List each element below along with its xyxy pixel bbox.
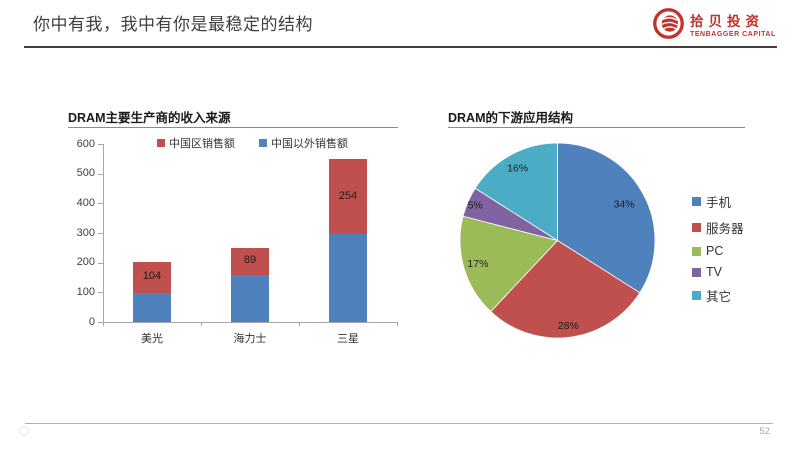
- pie-data-label: 16%: [507, 162, 528, 174]
- bar-segment-cn: [133, 261, 171, 293]
- y-axis-tick-label: 400: [76, 196, 95, 209]
- legend-label: 其它: [706, 290, 732, 304]
- page-title: 你中有我，我中有你是最稳定的结构: [33, 15, 313, 34]
- pie-data-label: 28%: [558, 320, 579, 332]
- bar-chart-title-rule: [68, 127, 398, 128]
- y-axis-tick: [98, 173, 103, 175]
- logo-name-cn: 拾贝投资: [690, 14, 764, 30]
- bar-segment-noncn: [231, 274, 269, 322]
- legend-label: 手机: [706, 196, 732, 210]
- y-axis-line: [103, 144, 104, 323]
- pie-legend-item: 其它: [692, 286, 744, 305]
- y-axis-tick-label: 500: [76, 167, 95, 180]
- y-axis-tick: [98, 233, 103, 234]
- legend-swatch: [692, 223, 701, 232]
- x-axis-tick: [299, 322, 300, 326]
- y-axis-tick: [98, 203, 103, 205]
- legend-swatch: [259, 139, 267, 147]
- pie-chart: 34% 28% 17% 5% 16%: [459, 142, 656, 339]
- legend-swatch: [692, 197, 701, 206]
- y-axis-tick-label: 600: [76, 137, 95, 150]
- bar-data-label: 89: [243, 254, 257, 267]
- y-axis-tick: [98, 292, 103, 294]
- pie-data-label: 17%: [467, 258, 488, 270]
- y-axis-tick: [98, 262, 103, 264]
- pie-data-label: 34%: [614, 198, 635, 210]
- pie-chart-title: DRAM的下游应用结构: [448, 111, 573, 125]
- x-axis-tick: [201, 322, 202, 326]
- x-axis-line: [103, 322, 398, 323]
- legend-label: 中国以外销售额: [271, 138, 348, 150]
- company-logo: 拾贝投资 TENBAGGER CAPITAL: [652, 7, 776, 45]
- pie-chart-legend: 手机服务器 PC TV 其它: [692, 192, 744, 312]
- bar-legend-item: 中国区销售额: [157, 135, 235, 151]
- header-divider-line: [24, 46, 777, 48]
- x-axis-category-label: 三星: [337, 333, 359, 345]
- tenbagger-logo-icon: [652, 7, 685, 45]
- watermark-ghost-icon: [18, 424, 30, 442]
- pie-legend-item: 服务器: [692, 218, 744, 237]
- legend-swatch: [157, 139, 165, 147]
- x-axis-category-label: 美光: [141, 333, 163, 345]
- pie-chart-title-rule: [448, 127, 745, 128]
- x-axis-tick: [103, 322, 104, 326]
- pie-slice-server: [490, 239, 641, 339]
- bar-segment-cn: [329, 158, 367, 235]
- pie-legend-item: PC: [692, 244, 744, 258]
- legend-swatch: [692, 246, 701, 256]
- bar-legend-item: 中国以外销售额: [259, 135, 348, 151]
- legend-label: TV: [706, 265, 722, 279]
- bar-segment-noncn: [133, 292, 171, 322]
- x-axis-tick: [397, 322, 398, 326]
- bar-data-label: 104: [142, 270, 162, 283]
- y-axis-tick-label: 300: [76, 226, 95, 239]
- bar-chart-title: DRAM主要生产商的收入来源: [68, 111, 231, 125]
- legend-swatch: [692, 291, 701, 300]
- legend-label: 服务器: [706, 222, 744, 236]
- bar-segment-cn: [231, 248, 269, 275]
- pie-legend-item: TV: [692, 265, 744, 279]
- pie-slice-other: [474, 142, 558, 242]
- y-axis-tick-label: 200: [76, 256, 95, 269]
- x-axis-category-label: 海力士: [233, 333, 267, 345]
- bar-segment-noncn: [329, 234, 367, 322]
- y-axis-tick: [98, 322, 103, 323]
- logo-name-en: TENBAGGER CAPITAL: [690, 30, 776, 38]
- pie-legend-item: 手机: [692, 192, 744, 211]
- pie-data-label: 5%: [468, 199, 483, 211]
- legend-label: PC: [706, 244, 724, 258]
- bar-data-label: 254: [338, 189, 358, 202]
- legend-swatch: [692, 267, 701, 277]
- y-axis-tick: [98, 144, 103, 145]
- pie-slice-phone: [557, 142, 656, 294]
- pie-slice-pc: [459, 215, 559, 313]
- y-axis-tick-label: 0: [88, 315, 95, 328]
- page-number: 52: [759, 426, 770, 437]
- footer-divider-line: [25, 423, 773, 424]
- legend-label: 中国区销售额: [169, 138, 235, 150]
- y-axis-tick-label: 100: [76, 285, 95, 298]
